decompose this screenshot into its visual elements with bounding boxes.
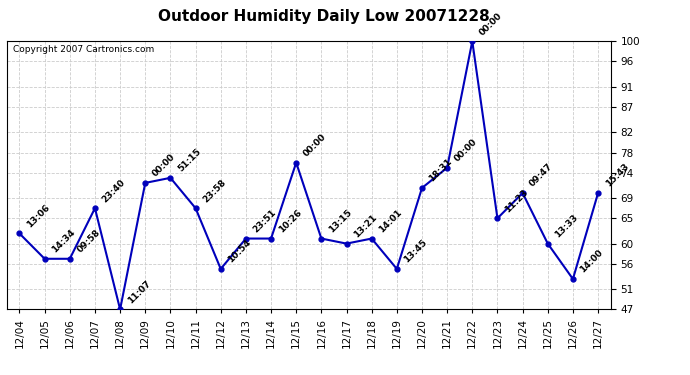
Text: 09:58: 09:58	[75, 228, 102, 255]
Text: 00:00: 00:00	[453, 137, 479, 164]
Text: Outdoor Humidity Daily Low 20071228: Outdoor Humidity Daily Low 20071228	[159, 9, 490, 24]
Text: 15:43: 15:43	[604, 162, 631, 189]
Text: 13:06: 13:06	[25, 203, 52, 229]
Text: 09:47: 09:47	[528, 162, 555, 189]
Text: 13:45: 13:45	[402, 238, 429, 265]
Text: 23:40: 23:40	[101, 177, 127, 204]
Text: 18:31: 18:31	[428, 157, 454, 184]
Text: 14:34: 14:34	[50, 228, 77, 255]
Text: 13:33: 13:33	[553, 213, 580, 240]
Text: 11:23: 11:23	[503, 188, 530, 214]
Text: Copyright 2007 Cartronics.com: Copyright 2007 Cartronics.com	[13, 45, 154, 54]
Text: 00:00: 00:00	[151, 153, 177, 179]
Text: 14:00: 14:00	[578, 248, 605, 275]
Text: 51:15: 51:15	[176, 147, 203, 174]
Text: 10:54: 10:54	[226, 238, 253, 265]
Text: 10:26: 10:26	[277, 208, 303, 234]
Text: 00:00: 00:00	[478, 11, 504, 37]
Text: 11:07: 11:07	[126, 279, 152, 305]
Text: 13:15: 13:15	[327, 208, 353, 234]
Text: 00:00: 00:00	[302, 132, 328, 159]
Text: 13:21: 13:21	[352, 213, 379, 240]
Text: 23:58: 23:58	[201, 177, 228, 204]
Text: 14:01: 14:01	[377, 208, 404, 234]
Text: 23:51: 23:51	[251, 208, 278, 234]
